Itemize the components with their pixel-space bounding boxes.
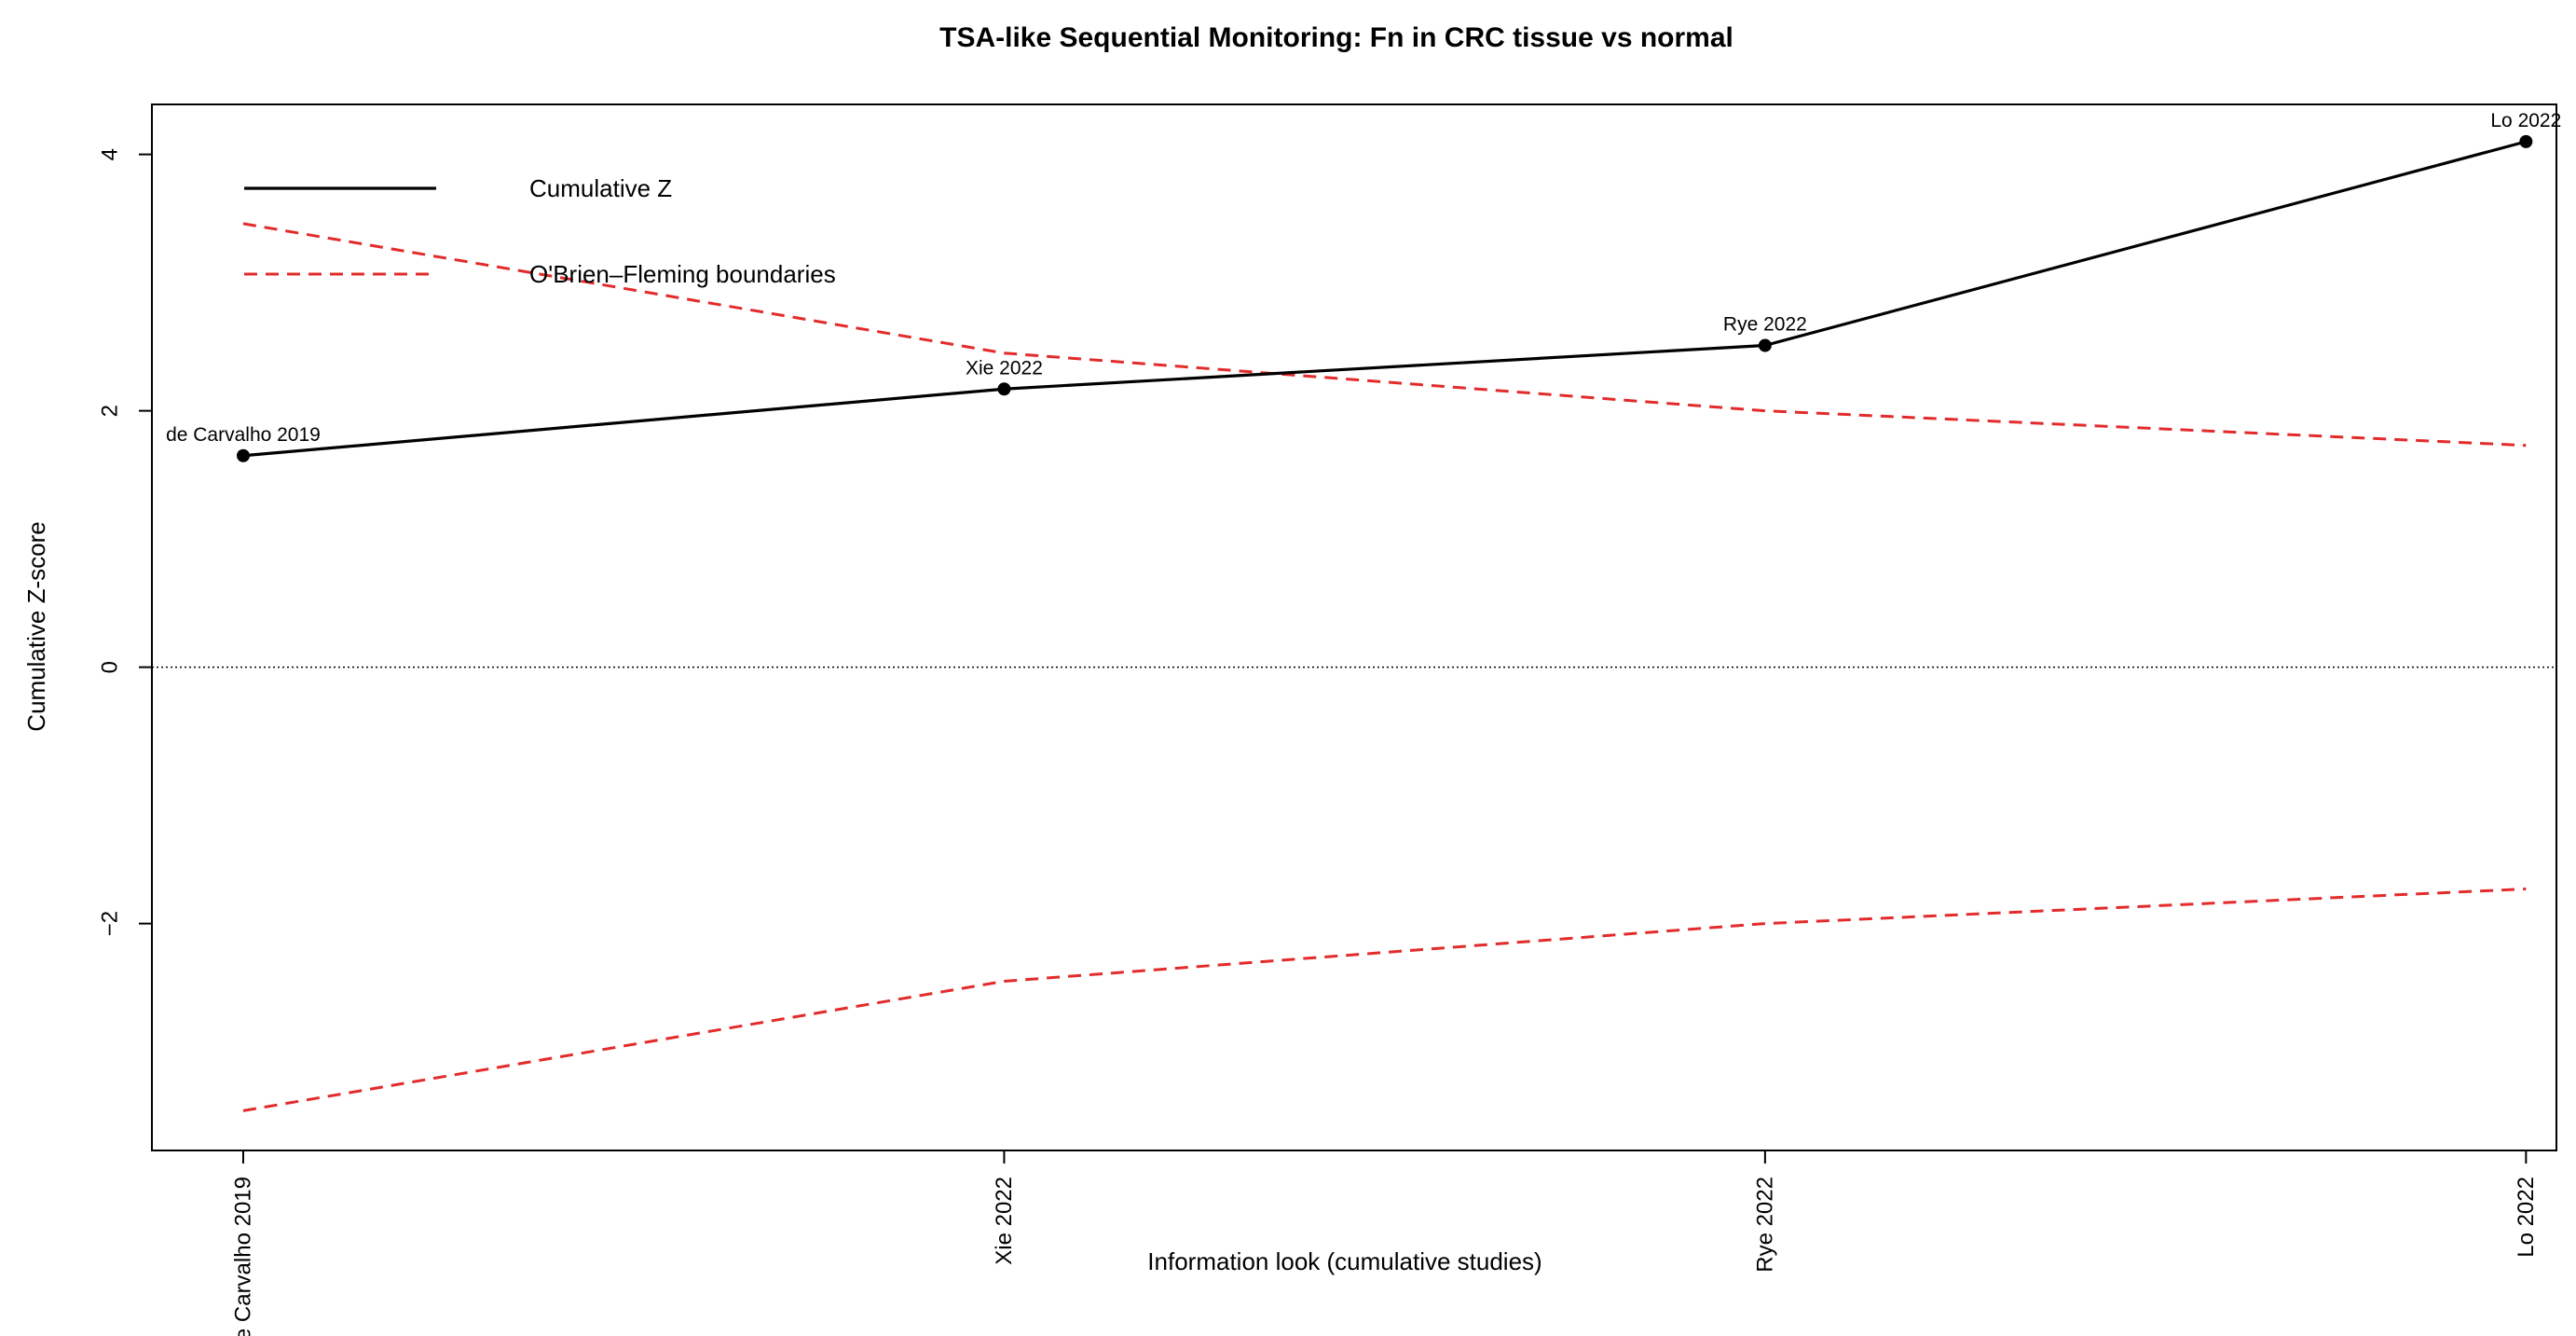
y-axis-title: Cumulative Z-score xyxy=(22,521,50,731)
cumulative-z-point xyxy=(997,382,1011,396)
x-tick-label: Xie 2022 xyxy=(992,1177,1017,1265)
cumulative-z-point xyxy=(1758,338,1772,352)
y-tick-label: 4 xyxy=(98,148,123,160)
y-axis: −2 0 2 4 xyxy=(98,148,152,936)
legend-label-boundaries: O'Brien–Fleming boundaries xyxy=(529,260,836,288)
x-tick-label: Rye 2022 xyxy=(1752,1177,1777,1273)
chart-title: TSA-like Sequential Monitoring: Fn in CR… xyxy=(939,22,1733,53)
x-tick-label: de Carvalho 2019 xyxy=(230,1177,255,1336)
cumulative-z-point xyxy=(236,448,250,462)
x-tick-label: Lo 2022 xyxy=(2514,1177,2539,1258)
legend: Cumulative Z O'Brien–Fleming boundaries xyxy=(244,174,836,288)
point-label: Lo 2022 xyxy=(2490,110,2561,131)
plot-area-frame xyxy=(151,103,2557,1151)
upper-obrien-fleming-boundary xyxy=(242,222,2527,448)
lower-obrien-fleming-boundary xyxy=(242,888,2527,1112)
y-tick-label: −2 xyxy=(98,911,123,936)
point-label: Xie 2022 xyxy=(966,357,1043,379)
point-label: Rye 2022 xyxy=(1723,314,1807,336)
series-layer: de Carvalho 2019 Xie 2022 Rye 2022 Lo 2022 xyxy=(152,110,2561,1112)
y-tick-label: 2 xyxy=(98,405,123,417)
point-label: de Carvalho 2019 xyxy=(166,424,321,446)
x-axis: de Carvalho 2019 Xie 2022 Rye 2022 Lo 2022 xyxy=(230,1150,2539,1336)
y-tick-label: 0 xyxy=(98,661,123,673)
cumulative-z-point xyxy=(2519,134,2533,148)
cumulative-z-line xyxy=(242,140,2527,458)
legend-label-cumulative-z: Cumulative Z xyxy=(529,174,672,202)
x-axis-title: Information look (cumulative studies) xyxy=(1147,1247,1541,1275)
